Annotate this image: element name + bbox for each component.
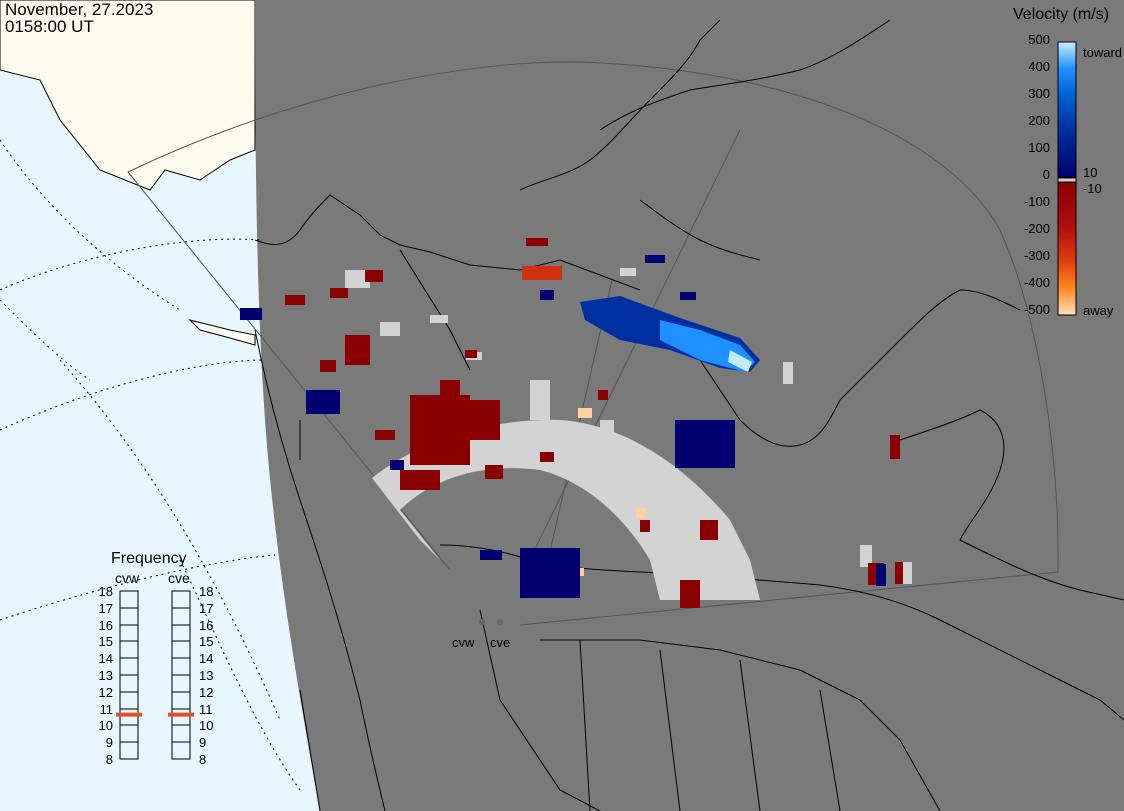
frequency-radar-cvw: cvw (115, 570, 140, 586)
frequency-scale-label: 14 (199, 651, 214, 667)
frequency-scale-label: 18 (98, 584, 113, 599)
daylight-land-tip (188, 319, 256, 346)
radar-label-cvw: cvw (452, 635, 475, 650)
night-region (255, 0, 1124, 811)
frequency-scale-label: 16 (199, 617, 214, 633)
legend-toward-label: toward (1083, 45, 1123, 60)
frequency-scale-label: 16 (98, 617, 113, 633)
frequency-scale-label: 11 (99, 701, 114, 717)
date-label: November, 27.2023 (5, 0, 154, 19)
frequency-scale-label: 17 (98, 600, 113, 616)
time-label: 0158:00 UT (5, 17, 94, 36)
velocity-toward-band (580, 296, 760, 372)
frequency-scale-label: 9 (199, 735, 207, 751)
legend-tick-label: -400 (1023, 275, 1050, 290)
frequency-scale-label: 15 (199, 634, 214, 650)
frequency-scale-label: 13 (98, 668, 113, 683)
velocity-colorbar (1057, 41, 1077, 316)
legend-tick-label: -100 (1023, 194, 1050, 209)
frequency-scale-label: 8 (199, 752, 207, 767)
frequency-scale-label: 13 (199, 668, 214, 683)
frequency-bars (119, 590, 191, 760)
legend-tick-label: 500 (1028, 32, 1050, 47)
geo-grid (0, 139, 301, 791)
legend-title: Velocity (m/s) (1013, 6, 1110, 23)
radar-label-cve: cve (490, 635, 511, 650)
legend-tick-label: 200 (1028, 113, 1050, 128)
frequency-radar-cve: cve (168, 570, 190, 586)
legend-neg-threshold: -10 (1083, 181, 1102, 196)
velocity-toward (240, 255, 886, 598)
frequency-scale-label: 10 (98, 718, 113, 734)
legend-tick-label: 400 (1028, 59, 1050, 74)
frequency-scale-label: 10 (199, 718, 214, 734)
legend-tick-label: 300 (1028, 86, 1050, 101)
legend-away-label: away (1083, 303, 1114, 318)
daylight-land (0, 0, 256, 191)
legend-pos-threshold: 10 (1083, 165, 1098, 180)
velocity-away-strong (522, 266, 562, 280)
frequency-scale-label: 14 (98, 651, 113, 667)
legend-tick-label: -300 (1023, 248, 1050, 263)
radar-sites (479, 619, 503, 625)
velocity-away (285, 238, 903, 608)
frequency-scale-label: 12 (98, 684, 113, 700)
frequency-scale-label: 15 (98, 634, 113, 650)
frequency-scale-label: 18 (199, 584, 214, 599)
frequency-scale-label: 11 (199, 701, 213, 717)
frequency-scale-label: 12 (199, 684, 214, 700)
legend-tick-label: -200 (1023, 221, 1050, 236)
frequency-title: Frequency (111, 550, 187, 567)
frequency-scale-label: 17 (199, 600, 214, 616)
frequency-scale-label: 9 (105, 735, 113, 751)
legend-tick-label: 0 (1042, 167, 1050, 182)
legend-tick-label: 100 (1028, 140, 1050, 155)
legend-tick-label: -500 (1023, 302, 1050, 317)
frequency-scale-label: 8 (105, 752, 113, 767)
